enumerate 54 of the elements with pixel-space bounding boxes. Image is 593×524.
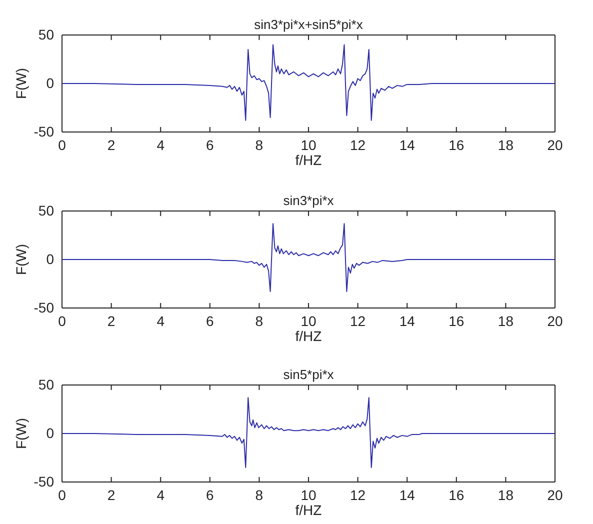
x-axis-title: f/HZ bbox=[295, 328, 322, 344]
chart-title: sin5*pi*x bbox=[283, 367, 334, 382]
x-tick-label: 18 bbox=[498, 136, 514, 153]
y-tick-label: 50 bbox=[38, 26, 54, 42]
x-tick-label: 2 bbox=[107, 136, 116, 153]
y-tick-label: 50 bbox=[38, 376, 54, 392]
x-tick-label: 4 bbox=[156, 312, 165, 329]
x-tick-label: 18 bbox=[498, 486, 514, 503]
x-tick-label: 8 bbox=[255, 312, 264, 329]
x-tick-label: 20 bbox=[547, 312, 563, 329]
x-tick-label: 20 bbox=[547, 136, 563, 153]
line-series bbox=[62, 44, 556, 121]
x-axis-title: f/HZ bbox=[295, 152, 322, 168]
x-tick-label: 14 bbox=[399, 312, 416, 329]
x-tick-label: 10 bbox=[300, 486, 316, 503]
x-tick-label: 8 bbox=[255, 136, 264, 153]
line-series bbox=[62, 223, 556, 292]
y-axis-title: F(W) bbox=[13, 244, 29, 276]
x-tick-label: 16 bbox=[448, 136, 464, 153]
x-tick-label: 4 bbox=[156, 486, 165, 503]
y-tick-label: 50 bbox=[38, 202, 54, 218]
x-tick-label: 10 bbox=[300, 312, 316, 329]
x-tick-label: 10 bbox=[300, 136, 316, 153]
x-tick-label: 6 bbox=[206, 136, 214, 153]
y-tick-label: 0 bbox=[46, 74, 54, 91]
x-tick-label: 0 bbox=[58, 312, 66, 329]
y-tick-label: -50 bbox=[34, 473, 54, 490]
x-tick-label: 16 bbox=[448, 312, 464, 329]
x-tick-label: 14 bbox=[399, 486, 416, 503]
x-tick-label: 8 bbox=[255, 486, 264, 503]
x-tick-label: 2 bbox=[107, 312, 116, 329]
x-tick-label: 20 bbox=[547, 486, 563, 503]
x-tick-label: 2 bbox=[107, 486, 116, 503]
line-series bbox=[62, 397, 556, 468]
y-tick-label: 0 bbox=[46, 424, 54, 441]
x-axis-title: f/HZ bbox=[295, 502, 322, 518]
x-tick-label: 16 bbox=[448, 486, 464, 503]
x-tick-label: 6 bbox=[206, 312, 214, 329]
x-tick-label: 12 bbox=[350, 486, 366, 503]
x-tick-label: 6 bbox=[206, 486, 214, 503]
y-tick-label: -50 bbox=[34, 123, 54, 140]
y-tick-label: 0 bbox=[46, 250, 54, 267]
y-axis-title: F(W) bbox=[13, 68, 29, 100]
chart-title: sin3*pi*x+sin5*pi*x bbox=[254, 17, 364, 32]
x-tick-label: 18 bbox=[498, 312, 514, 329]
chart-title: sin3*pi*x bbox=[283, 193, 334, 208]
y-tick-label: -50 bbox=[34, 299, 54, 316]
x-tick-label: 0 bbox=[58, 486, 66, 503]
y-axis-title: F(W) bbox=[13, 418, 29, 450]
x-tick-label: 14 bbox=[399, 136, 416, 153]
x-tick-label: 0 bbox=[58, 136, 66, 153]
x-tick-label: 12 bbox=[350, 312, 366, 329]
x-tick-label: 4 bbox=[156, 136, 165, 153]
x-tick-label: 12 bbox=[350, 136, 366, 153]
